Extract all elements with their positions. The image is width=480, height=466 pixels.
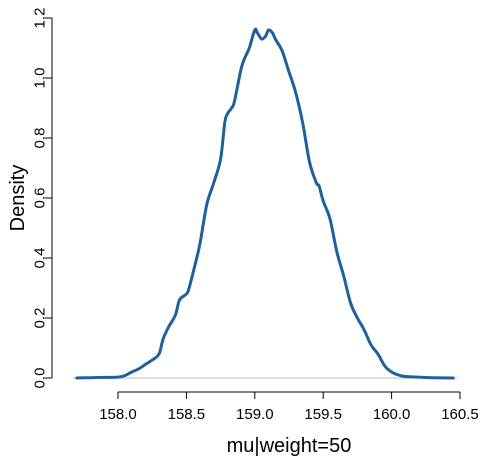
y-tick-label: 0.0 — [32, 368, 49, 389]
x-tick-label: 158.5 — [168, 406, 206, 423]
y-axis-title: Density — [7, 165, 29, 232]
x-tick-label: 160.0 — [373, 406, 411, 423]
axes: 158.0 158.5 159.0 159.5 160.0 160.5 0.0 0.2 0.4 0… — [32, 8, 479, 423]
plot-area — [72, 27, 458, 380]
y-tick-label: 0.4 — [32, 248, 49, 269]
y-tick-label: 1.2 — [32, 8, 49, 29]
x-tick-label: 160.5 — [441, 406, 479, 423]
x-tick-label: 159.5 — [304, 406, 342, 423]
y-tick-label: 1.0 — [32, 68, 49, 89]
y-tick-label: 0.8 — [32, 128, 49, 149]
y-tick-label: 0.2 — [32, 308, 49, 329]
density-line-0 — [75, 27, 455, 380]
x-tick-label: 159.0 — [236, 406, 274, 423]
x-axis-title: mu|weight=50 — [227, 435, 352, 457]
y-tick-label: 0.6 — [32, 188, 49, 209]
x-tick-label: 158.0 — [99, 406, 137, 423]
